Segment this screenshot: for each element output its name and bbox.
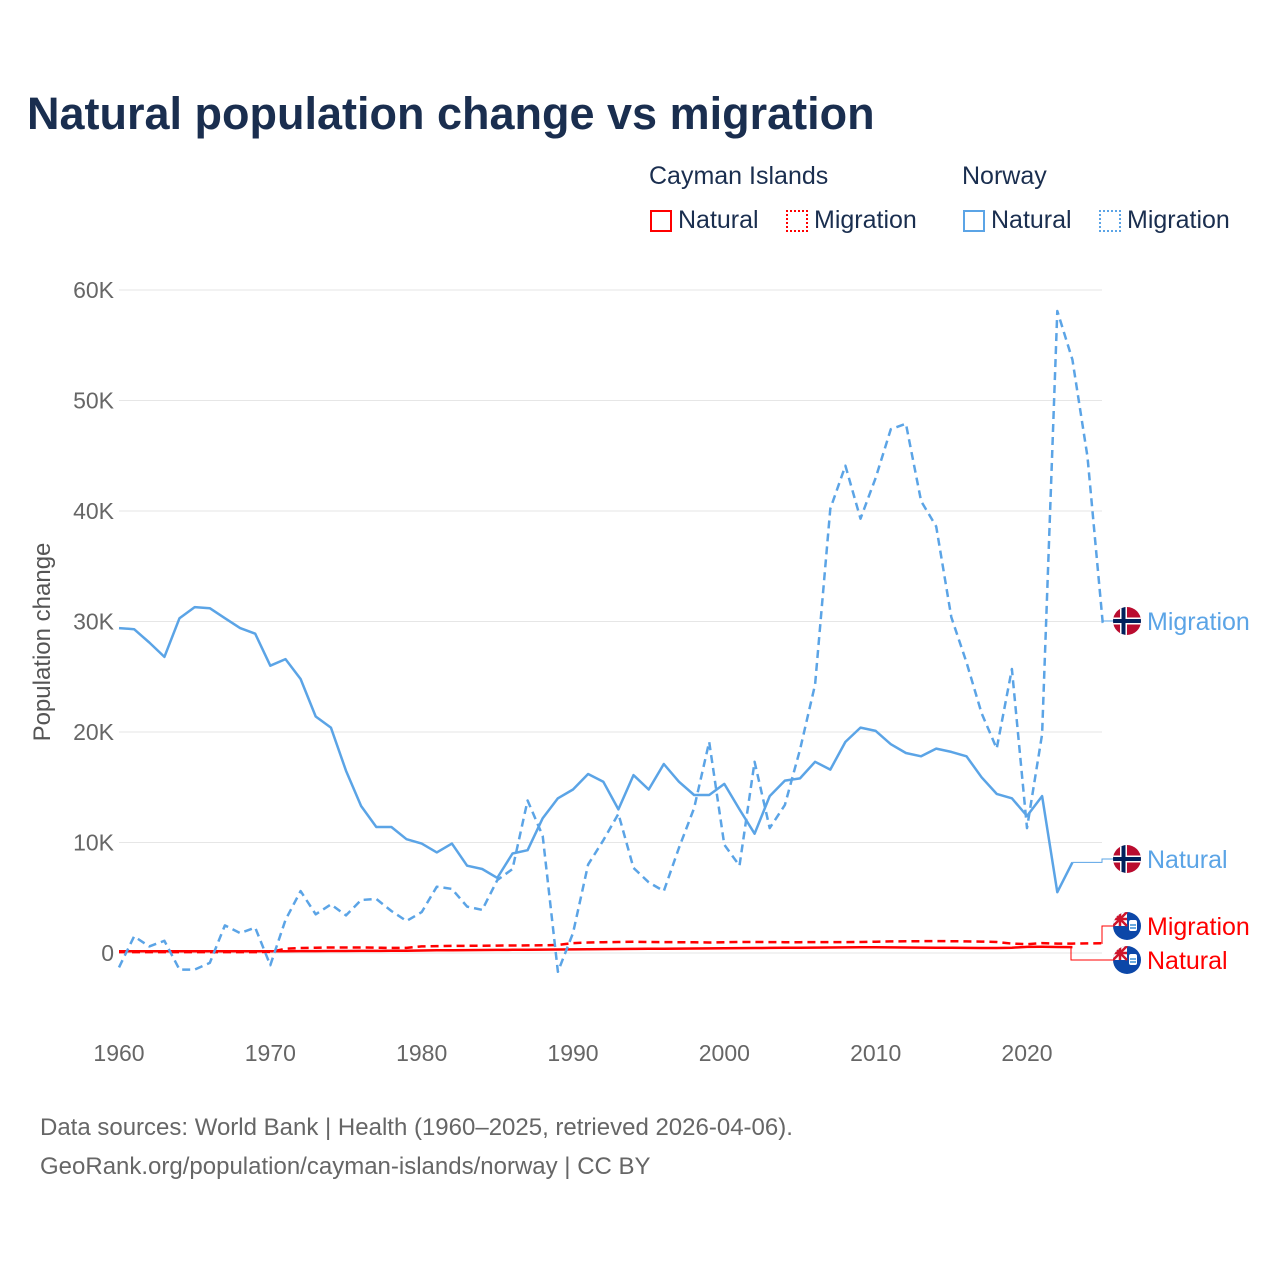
- label-connector: [1101, 620, 1114, 624]
- legend-item-cayman-natural[interactable]: Natural: [650, 206, 759, 235]
- y-tick-label: 40K: [73, 498, 115, 524]
- source-line: Data sources: World Bank | Health (1960–…: [40, 1114, 793, 1141]
- legend-group-cayman-islands: Cayman Islands: [649, 162, 829, 190]
- series-line-norway-natural: [118, 605, 1074, 894]
- legend-swatch-dotted: [786, 209, 808, 232]
- legend-item-norway-natural[interactable]: Natural: [963, 206, 1072, 235]
- legend-label: Migration: [1127, 206, 1230, 234]
- legend-label: Natural: [678, 206, 759, 234]
- x-tick-label: 1970: [245, 1040, 296, 1066]
- norway-flag-icon: [1113, 607, 1141, 635]
- cayman-islands-flag-icon: [1113, 946, 1141, 974]
- series-end-label-norway-natural: Natural: [1147, 846, 1228, 874]
- legend-label: Natural: [991, 206, 1072, 234]
- legend-swatch-dotted: [1099, 209, 1121, 232]
- y-tick-label: 10K: [73, 830, 115, 856]
- x-tick-label: 1960: [93, 1040, 144, 1066]
- y-tick-label: 50K: [73, 388, 115, 414]
- series-line-norway-migration: [117, 309, 1104, 974]
- legend-group-norway: Norway: [962, 162, 1047, 190]
- y-axis-label: Population change: [29, 543, 56, 742]
- source-link[interactable]: GeoRank.org/population/cayman-islands/no…: [40, 1153, 651, 1180]
- y-tick-label: 0: [101, 940, 114, 966]
- cayman-islands-flag-icon: [1113, 912, 1141, 940]
- legend-swatch-solid: [963, 209, 985, 232]
- legend-item-norway-migration[interactable]: Migration: [1099, 206, 1230, 235]
- y-tick-label: 60K: [73, 277, 115, 303]
- x-tick-label: 1980: [396, 1040, 447, 1066]
- series-end-label-cayman-islands-natural: Natural: [1147, 947, 1228, 975]
- series-line-cayman-islands-migration: [119, 939, 1103, 954]
- x-tick-label: 1990: [547, 1040, 598, 1066]
- legend-swatch-solid: [650, 209, 672, 232]
- chart-title: Natural population change vs migration: [27, 88, 875, 139]
- y-tick-label: 20K: [73, 719, 115, 745]
- x-tick-label: 2010: [850, 1040, 901, 1066]
- x-tick-label: 2000: [699, 1040, 750, 1066]
- label-connector: [1072, 858, 1114, 863]
- x-tick-label: 2020: [1001, 1040, 1052, 1066]
- label-connector: [1070, 946, 1114, 961]
- legend-item-cayman-migration[interactable]: Migration: [786, 206, 917, 235]
- legend-label: Migration: [814, 206, 917, 234]
- y-tick-label: 30K: [73, 609, 115, 635]
- series-end-label-cayman-islands-migration: Migration: [1147, 913, 1250, 941]
- norway-flag-icon: [1113, 845, 1141, 873]
- series-end-label-norway-migration: Migration: [1147, 608, 1250, 636]
- source-note: Data sources: World Bank | Health (1960–…: [40, 1108, 793, 1186]
- label-connector: [1101, 925, 1114, 944]
